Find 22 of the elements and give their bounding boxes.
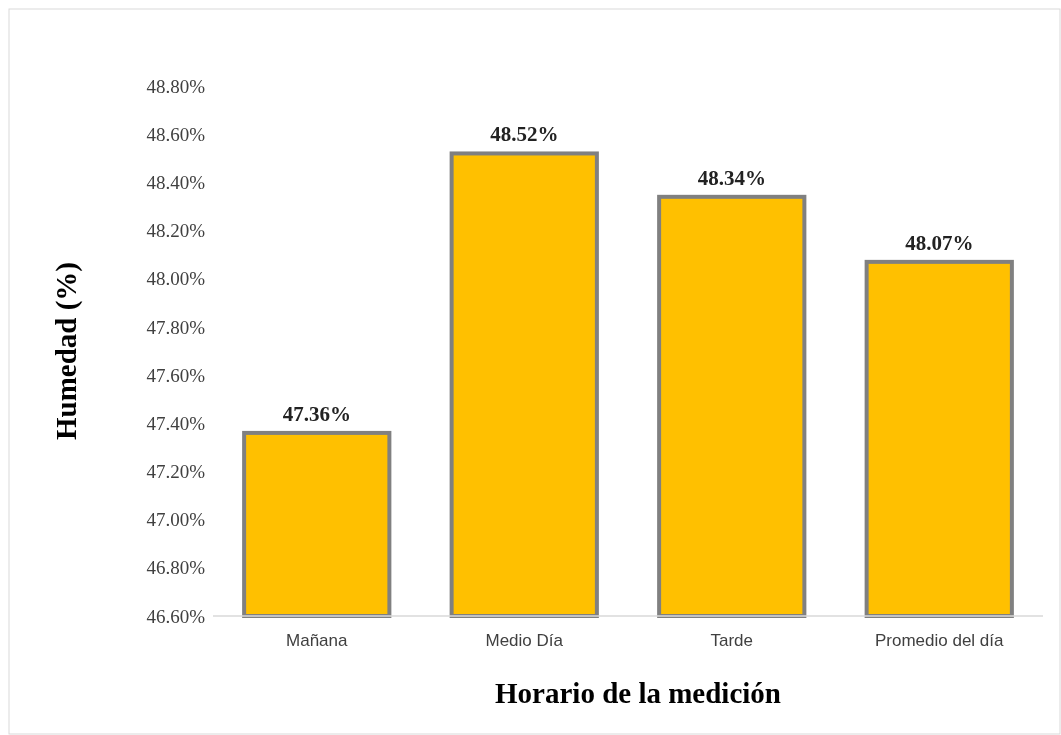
data-label: 48.07% xyxy=(905,230,974,255)
y-tick-label: 46.80% xyxy=(146,557,206,579)
y-tick-label: 47.00% xyxy=(146,509,206,531)
y-tick-label: 48.80% xyxy=(146,75,206,97)
x-tick-label: Mañana xyxy=(286,631,349,650)
y-tick-label: 48.40% xyxy=(146,172,206,194)
data-label: 47.36% xyxy=(282,401,351,426)
y-tick-label: 46.60% xyxy=(146,605,206,627)
x-tick-label: Promedio del día xyxy=(874,631,1005,650)
y-tick-label: 47.60% xyxy=(146,364,206,386)
y-tick-label: 48.20% xyxy=(146,220,206,242)
data-label: 48.52% xyxy=(490,122,559,147)
y-tick-label: 47.80% xyxy=(146,316,206,338)
data-label: 48.34% xyxy=(697,165,766,190)
y-tick-label: 48.00% xyxy=(146,268,206,290)
y-tick-label: 47.40% xyxy=(146,412,206,434)
y-axis-title: Humedad (%) xyxy=(50,261,83,441)
x-axis-title: Horario de la medición xyxy=(495,677,781,709)
x-tick-label: Medio Día xyxy=(485,631,564,650)
y-tick-label: 47.20% xyxy=(146,461,206,483)
x-tick-label: Tarde xyxy=(710,631,754,650)
y-tick-label: 48.60% xyxy=(146,123,206,145)
